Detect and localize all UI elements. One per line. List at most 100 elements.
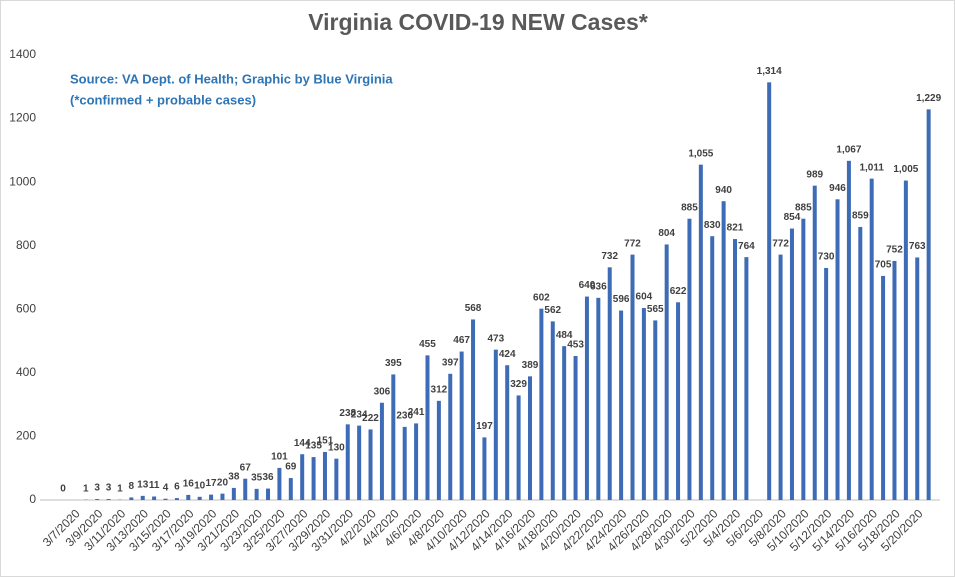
bar	[767, 82, 772, 500]
data-label: 1,005	[893, 164, 918, 175]
data-label: 144	[294, 438, 311, 449]
bar	[516, 395, 521, 500]
bar	[858, 226, 863, 501]
data-label: 230	[396, 411, 413, 422]
bar	[379, 402, 384, 500]
data-label: 640	[579, 280, 596, 291]
bar	[903, 180, 908, 500]
bar	[220, 493, 225, 500]
data-label: 1,055	[688, 148, 713, 159]
bar	[607, 267, 612, 500]
bar	[174, 498, 179, 500]
bar	[846, 160, 851, 500]
data-label: 238	[339, 408, 356, 419]
bar	[630, 254, 635, 500]
data-label: 151	[317, 436, 334, 447]
data-label: 306	[374, 386, 391, 397]
bar	[493, 349, 498, 500]
bar	[209, 494, 214, 500]
bar	[619, 310, 624, 500]
bar	[345, 424, 350, 500]
data-label: 940	[715, 185, 732, 196]
data-label: 8	[129, 481, 135, 492]
bar	[824, 267, 829, 500]
data-label: 3	[94, 483, 100, 494]
data-label: 6	[174, 482, 180, 493]
bar	[687, 218, 692, 501]
data-label: 4	[163, 482, 169, 493]
y-tick-label: 0	[29, 492, 36, 506]
bar	[653, 320, 658, 500]
bar	[414, 423, 419, 500]
bar	[231, 487, 236, 500]
bar	[459, 351, 464, 500]
bar	[892, 260, 897, 500]
bar	[562, 346, 567, 500]
data-label: 885	[681, 202, 698, 213]
bar	[584, 296, 589, 500]
data-label: 752	[886, 245, 903, 256]
annotation: Source: VA Dept. of Health; Graphic by B…	[70, 71, 393, 86]
data-label: 1	[83, 483, 89, 494]
data-label: 1	[117, 483, 123, 494]
data-label: 135	[305, 441, 322, 452]
data-label: 705	[875, 260, 892, 271]
data-label: 830	[704, 220, 721, 231]
data-label: 453	[567, 340, 584, 351]
data-label: 234	[351, 409, 368, 420]
data-label: 222	[362, 413, 379, 424]
bar	[698, 164, 703, 501]
data-label: 989	[806, 169, 823, 180]
bar	[436, 400, 441, 500]
data-label: 804	[658, 228, 675, 239]
data-label: 389	[522, 360, 539, 371]
data-label: 397	[442, 357, 459, 368]
bar	[812, 185, 817, 500]
data-label: 859	[852, 211, 869, 222]
data-label: 312	[431, 384, 448, 395]
bar	[266, 488, 271, 500]
data-label: 596	[613, 294, 630, 305]
y-tick-label: 400	[16, 365, 36, 379]
data-label: 11	[149, 480, 160, 491]
bar	[744, 257, 749, 500]
bar	[596, 297, 601, 500]
bar	[482, 437, 487, 500]
bar	[676, 302, 681, 500]
data-label: 197	[476, 421, 493, 432]
bar	[641, 308, 646, 500]
data-label: 854	[784, 212, 801, 223]
data-label: 473	[487, 333, 504, 344]
bar	[129, 497, 134, 500]
bar	[140, 495, 145, 500]
data-label: 17	[206, 478, 218, 489]
data-label: 16	[183, 479, 195, 490]
data-label: 67	[240, 462, 252, 473]
data-label: 13	[137, 480, 149, 491]
bar	[801, 218, 806, 501]
data-label: 241	[408, 407, 425, 418]
data-label: 395	[385, 358, 402, 369]
bar	[664, 244, 669, 500]
data-label: 3	[106, 483, 112, 494]
data-label: 764	[738, 241, 755, 252]
data-label: 329	[510, 379, 527, 390]
bar	[311, 457, 316, 500]
data-label: 565	[647, 304, 664, 315]
bar	[471, 319, 476, 500]
data-label: 1,229	[916, 93, 941, 104]
data-label: 568	[465, 303, 482, 314]
bar	[835, 199, 840, 501]
data-label: 622	[670, 286, 687, 297]
bar	[288, 478, 293, 500]
data-label: 636	[590, 281, 607, 292]
data-label: 35	[251, 473, 263, 484]
data-label: 821	[727, 223, 744, 234]
data-label: 424	[499, 349, 516, 360]
bar	[573, 356, 578, 500]
bar	[402, 426, 407, 500]
bar	[550, 321, 555, 500]
bar	[733, 239, 738, 500]
